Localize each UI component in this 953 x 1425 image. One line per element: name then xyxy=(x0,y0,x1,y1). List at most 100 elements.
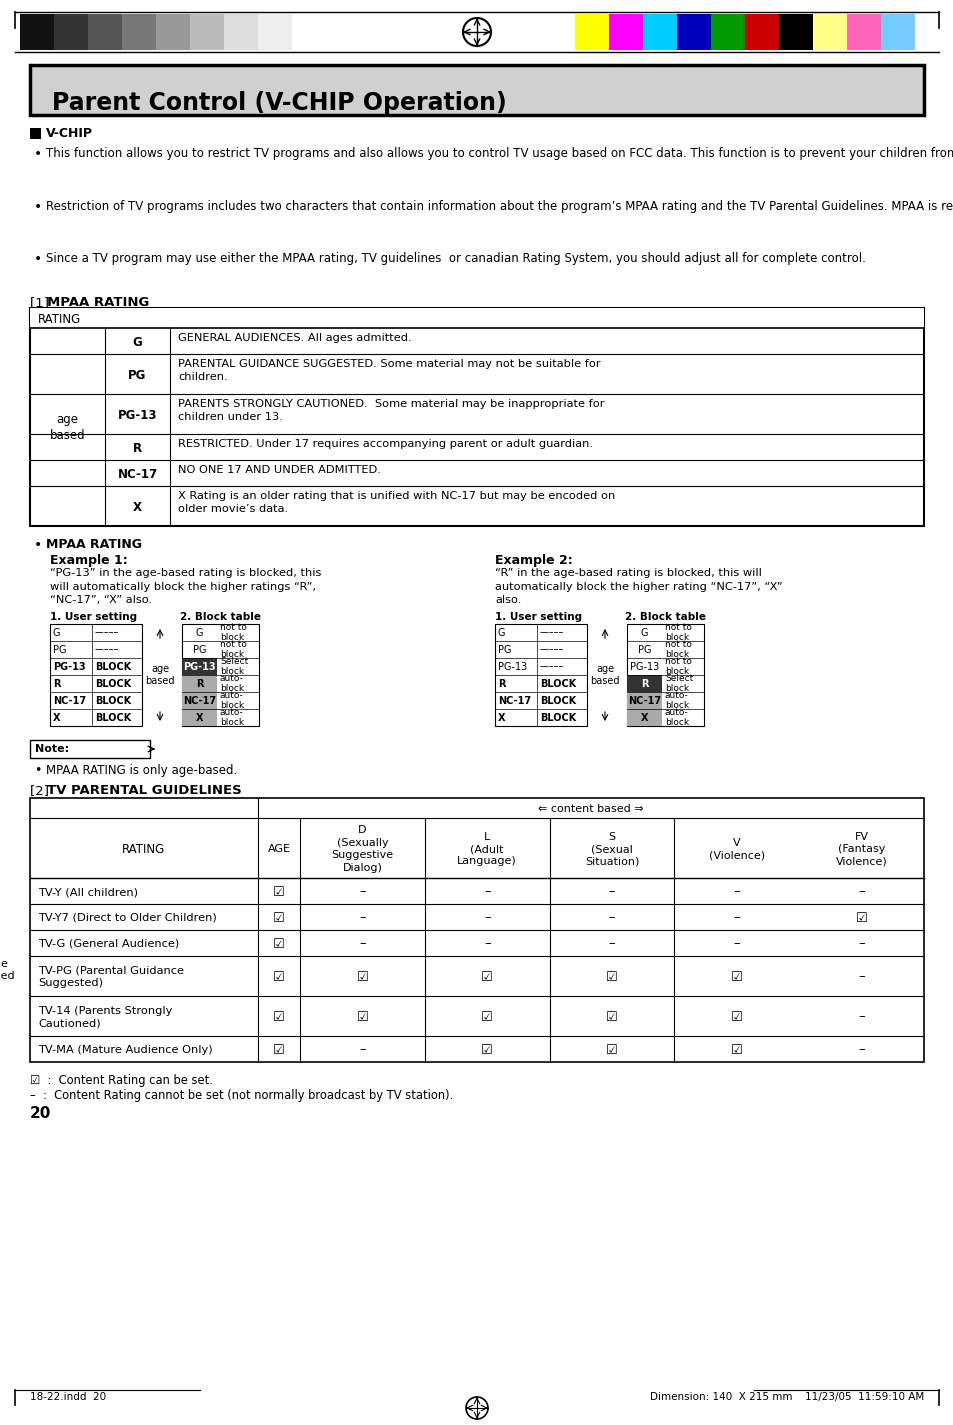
Text: ☑: ☑ xyxy=(730,970,742,983)
Text: TV-14 (Parents Strongly
Cautioned): TV-14 (Parents Strongly Cautioned) xyxy=(38,1006,172,1029)
Bar xyxy=(30,308,923,526)
Bar xyxy=(575,14,608,50)
Text: X: X xyxy=(640,712,648,722)
Text: AGE: AGE xyxy=(267,844,291,854)
Text: 2. Block table: 2. Block table xyxy=(624,611,705,621)
Text: ☑: ☑ xyxy=(855,912,866,925)
Text: G: G xyxy=(53,627,60,637)
Text: ☑: ☑ xyxy=(273,1010,285,1023)
Text: V-CHIP: V-CHIP xyxy=(46,127,92,140)
Text: •: • xyxy=(34,764,41,777)
Bar xyxy=(122,14,156,50)
Text: BLOCK: BLOCK xyxy=(539,695,576,705)
Text: X: X xyxy=(195,712,203,722)
Text: R: R xyxy=(132,442,142,455)
Text: X: X xyxy=(497,712,505,722)
Text: G: G xyxy=(640,627,648,637)
Text: auto-
block: auto- block xyxy=(220,691,244,710)
Bar xyxy=(182,624,258,725)
Text: [1]: [1] xyxy=(30,296,53,309)
Text: RATING: RATING xyxy=(122,842,166,855)
Bar xyxy=(30,798,923,1062)
Text: PG-13: PG-13 xyxy=(183,661,215,671)
Text: –: – xyxy=(733,938,740,950)
Text: 18-22.indd  20: 18-22.indd 20 xyxy=(30,1392,106,1402)
Bar xyxy=(30,128,41,140)
Text: Example 1:: Example 1: xyxy=(50,554,128,567)
Text: Select
block: Select block xyxy=(220,657,248,675)
Text: BLOCK: BLOCK xyxy=(539,678,576,688)
Text: Select
block: Select block xyxy=(664,674,693,693)
Text: BLOCK: BLOCK xyxy=(95,712,132,722)
Text: –: – xyxy=(483,938,490,950)
Bar xyxy=(30,66,923,115)
Text: R: R xyxy=(640,678,648,688)
Text: –: – xyxy=(858,1043,864,1056)
Text: GENERAL AUDIENCES. All ages admitted.: GENERAL AUDIENCES. All ages admitted. xyxy=(178,333,411,343)
Bar xyxy=(30,308,923,328)
Text: TV-G (General Audience): TV-G (General Audience) xyxy=(38,939,179,949)
Bar xyxy=(626,710,661,725)
Text: G: G xyxy=(132,335,142,349)
Text: TV-MA (Mature Audience Only): TV-MA (Mature Audience Only) xyxy=(38,1045,213,1054)
Text: X: X xyxy=(53,712,60,722)
Bar xyxy=(626,675,661,693)
Text: BLOCK: BLOCK xyxy=(95,695,132,705)
Text: –: – xyxy=(858,938,864,950)
Text: –: – xyxy=(483,885,490,899)
Bar xyxy=(812,14,846,50)
Text: –––––: ––––– xyxy=(539,644,564,654)
Text: auto-
block: auto- block xyxy=(664,708,688,727)
Text: PG: PG xyxy=(638,644,651,654)
Text: 2. Block table: 2. Block table xyxy=(180,611,261,621)
Bar xyxy=(182,658,216,675)
Text: X Rating is an older rating that is unified with NC-17 but may be encoded on
old: X Rating is an older rating that is unif… xyxy=(178,492,615,514)
Text: ☑: ☑ xyxy=(273,912,285,925)
Text: not to
block: not to block xyxy=(664,640,691,658)
Text: RATING: RATING xyxy=(38,314,81,326)
Text: –: – xyxy=(858,885,864,899)
Text: 1. User setting: 1. User setting xyxy=(495,611,581,621)
Text: PARENTS STRONGLY CAUTIONED.  Some material may be inappropriate for
children und: PARENTS STRONGLY CAUTIONED. Some materia… xyxy=(178,399,604,422)
Text: –: – xyxy=(358,885,365,899)
Text: R: R xyxy=(53,678,60,688)
Text: S
(Sexual
Situation): S (Sexual Situation) xyxy=(584,832,639,866)
Text: PARENTAL GUIDANCE SUGGESTED. Some material may not be suitable for
children.: PARENTAL GUIDANCE SUGGESTED. Some materi… xyxy=(178,359,600,382)
Text: ☑: ☑ xyxy=(605,1010,618,1023)
Text: 20: 20 xyxy=(30,1106,51,1121)
Bar xyxy=(54,14,88,50)
Bar xyxy=(30,740,150,758)
Text: R: R xyxy=(195,678,203,688)
Text: ☑: ☑ xyxy=(273,1043,285,1056)
Bar xyxy=(20,14,54,50)
Text: PG-13: PG-13 xyxy=(117,409,157,422)
Text: Since a TV program may use either the MPAA rating, TV guidelines  or canadian Ra: Since a TV program may use either the MP… xyxy=(46,252,865,265)
Text: “PG-13” in the age-based rating is blocked, this
will automatically block the hi: “PG-13” in the age-based rating is block… xyxy=(50,569,321,606)
Text: [2]: [2] xyxy=(30,784,53,797)
Text: PG-13: PG-13 xyxy=(629,661,659,671)
Bar xyxy=(182,710,216,725)
Text: Dimension: 140  X 215 mm: Dimension: 140 X 215 mm xyxy=(649,1392,792,1402)
Text: •: • xyxy=(34,147,42,161)
Text: R: R xyxy=(497,678,505,688)
Bar xyxy=(182,693,216,710)
Bar xyxy=(182,675,216,693)
Text: MPAA RATING is only age-based.: MPAA RATING is only age-based. xyxy=(46,764,237,777)
Text: ☑: ☑ xyxy=(480,1043,493,1056)
Text: –: – xyxy=(608,912,615,925)
Text: G: G xyxy=(497,627,505,637)
Text: Restriction of TV programs includes two characters that contain information abou: Restriction of TV programs includes two … xyxy=(46,200,953,212)
Text: auto-
block: auto- block xyxy=(220,708,244,727)
Text: –: – xyxy=(483,912,490,925)
Text: X: X xyxy=(132,500,142,513)
Text: not to
block: not to block xyxy=(220,623,247,641)
Bar xyxy=(88,14,122,50)
Text: ☑: ☑ xyxy=(480,1010,493,1023)
Text: –: – xyxy=(733,885,740,899)
Bar xyxy=(626,624,703,725)
Text: age
based: age based xyxy=(590,664,619,687)
Text: •: • xyxy=(34,252,42,266)
Text: •: • xyxy=(34,539,42,551)
Text: Example 2:: Example 2: xyxy=(495,554,572,567)
Text: NC-17: NC-17 xyxy=(183,695,215,705)
